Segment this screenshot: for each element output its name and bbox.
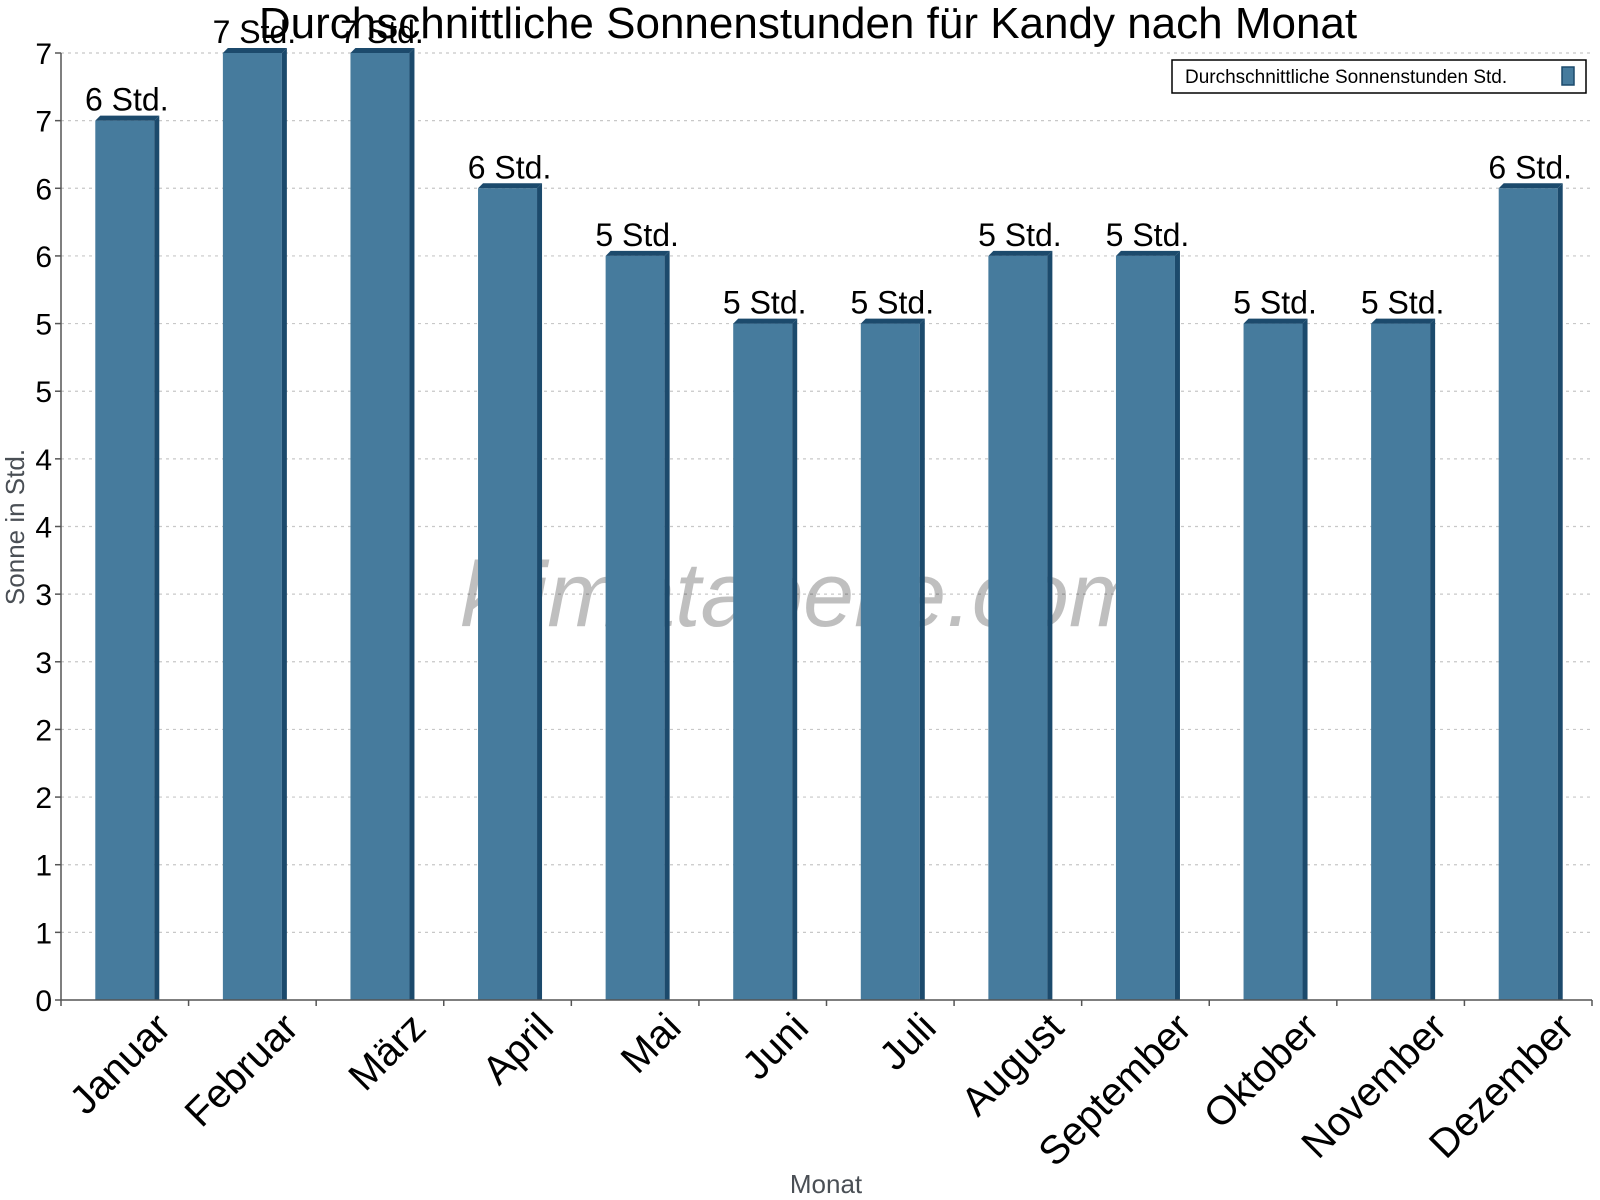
legend: Durchschnittliche Sonnenstunden Std. xyxy=(1171,59,1587,94)
data-label: 5 Std. xyxy=(850,285,934,321)
legend-box xyxy=(1171,59,1587,94)
y-tick-label: 7 xyxy=(35,38,52,71)
data-label: 5 Std. xyxy=(1361,285,1445,321)
bar-Mai: 5 Std. xyxy=(595,217,679,1000)
bar xyxy=(1371,323,1431,1001)
data-label: 5 Std. xyxy=(595,217,679,253)
bar-side xyxy=(154,115,160,1000)
bar xyxy=(95,120,155,1000)
y-tick-label: 5 xyxy=(35,309,52,342)
data-label: 7 Std. xyxy=(213,14,297,50)
y-tick-label: 2 xyxy=(35,782,52,815)
axes xyxy=(55,52,1593,1006)
data-label: 7 Std. xyxy=(340,14,424,50)
bar-September: 5 Std. xyxy=(1106,217,1190,1000)
bar-Oktober: 5 Std. xyxy=(1233,285,1317,1001)
y-tick-label: 5 xyxy=(35,376,52,409)
x-tick-label: Juli xyxy=(871,1005,945,1079)
x-tick-label: Februar xyxy=(177,1005,307,1135)
bar-side xyxy=(537,183,543,1001)
bar-Juni: 5 Std. xyxy=(723,285,807,1001)
data-label: 6 Std. xyxy=(468,149,552,185)
bar-Dezember: 6 Std. xyxy=(1488,149,1572,1001)
x-tick-label: Juni xyxy=(734,1005,817,1088)
bar-top xyxy=(478,183,543,189)
y-tick-label: 6 xyxy=(35,241,52,274)
x-tick-label: Januar xyxy=(62,1005,180,1123)
y-tick-label: 1 xyxy=(35,850,52,883)
y-tick-label: 0 xyxy=(35,985,52,1018)
bar-top xyxy=(1115,250,1180,256)
x-tick-label: April xyxy=(474,1005,562,1093)
bar-Juli: 5 Std. xyxy=(850,285,934,1001)
bar-side xyxy=(281,48,287,1000)
bar-top xyxy=(1243,318,1308,324)
y-tick-label: 6 xyxy=(35,173,52,206)
y-tick-label: 3 xyxy=(35,647,52,680)
bar-top xyxy=(733,318,798,324)
bar-März: 7 Std. xyxy=(340,14,424,1000)
bar xyxy=(605,255,665,1000)
x-axis-label: Monat xyxy=(790,1169,863,1199)
grid-lines xyxy=(61,52,1592,933)
bar xyxy=(988,255,1048,1000)
y-tick-label: 7 xyxy=(35,106,52,139)
y-tick-label: 4 xyxy=(35,444,52,477)
bar-August: 5 Std. xyxy=(978,217,1062,1000)
x-tick-label: März xyxy=(340,1005,434,1099)
bar-side xyxy=(409,48,415,1000)
bar-top xyxy=(1498,183,1563,189)
bar-side xyxy=(1557,183,1563,1001)
bar xyxy=(1115,255,1175,1000)
bar-top xyxy=(1371,318,1436,324)
bar xyxy=(1243,323,1303,1001)
data-label: 5 Std. xyxy=(1106,217,1190,253)
bar xyxy=(860,323,920,1001)
bar xyxy=(478,188,538,1001)
x-tick-label: Oktober xyxy=(1196,1005,1328,1137)
data-label: 5 Std. xyxy=(978,217,1062,253)
bar-side xyxy=(919,318,925,1001)
legend-series-label: Durchschnittliche Sonnenstunden Std. xyxy=(1185,67,1507,88)
bar-November: 5 Std. xyxy=(1361,285,1445,1001)
bar-side xyxy=(792,318,798,1001)
y-tick-labels: 0 1 1 2 2 3 3 4 4 5 5 6 6 7 7 xyxy=(35,38,52,1018)
y-tick-label: 2 xyxy=(35,714,52,747)
bar-top xyxy=(605,250,670,256)
bar-side xyxy=(1174,250,1180,1000)
bar-top xyxy=(860,318,925,324)
bar xyxy=(1498,188,1558,1001)
bar-side xyxy=(1302,318,1308,1001)
bars-group: 6 Std. 7 Std. 7 Std. 6 Std. 5 Std. 5 Std. 5 St… xyxy=(85,14,1572,1001)
y-tick-label: 1 xyxy=(35,917,52,950)
bar-top xyxy=(988,250,1053,256)
bar-Februar: 7 Std. xyxy=(213,14,297,1000)
data-label: 6 Std. xyxy=(1488,149,1572,185)
bar xyxy=(733,323,793,1001)
y-tick-label: 4 xyxy=(35,512,52,545)
bar-top xyxy=(95,115,160,121)
y-axis-label: Sonne in Std. xyxy=(0,449,30,605)
data-label: 5 Std. xyxy=(723,285,807,321)
bar xyxy=(222,53,282,1000)
data-label: 6 Std. xyxy=(85,82,169,118)
data-label: 5 Std. xyxy=(1233,285,1317,321)
y-tick-label: 3 xyxy=(35,579,52,612)
bar-Januar: 6 Std. xyxy=(85,82,169,1000)
x-tick-label: Mai xyxy=(613,1005,690,1082)
bar xyxy=(350,53,410,1000)
chart-title: Durchschnittliche Sonnenstunden für Kand… xyxy=(259,0,1357,48)
bar-side xyxy=(1430,318,1436,1001)
bar-side xyxy=(664,250,670,1000)
x-tick-label: August xyxy=(953,1005,1072,1124)
bar-side xyxy=(1047,250,1053,1000)
bar-top xyxy=(350,48,415,53)
bar-top xyxy=(222,48,287,53)
bar-April: 6 Std. xyxy=(468,149,552,1001)
legend-swatch xyxy=(1561,66,1575,86)
